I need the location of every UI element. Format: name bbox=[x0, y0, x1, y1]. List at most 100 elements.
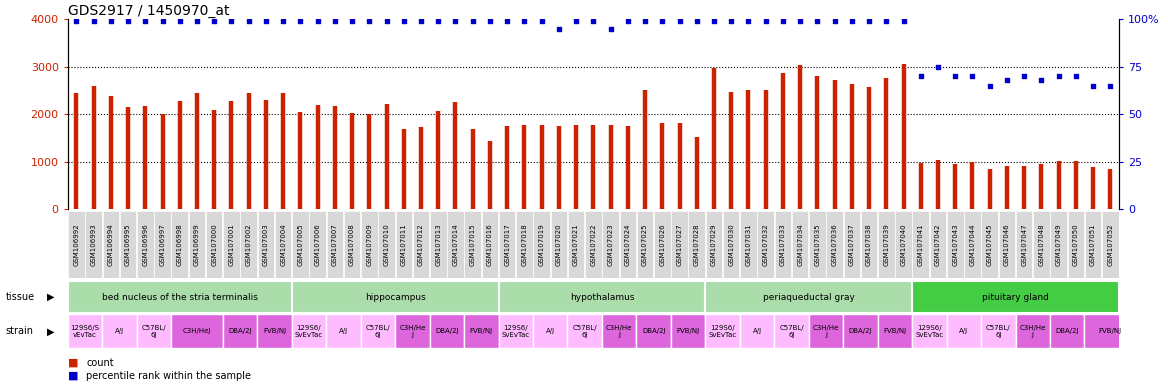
Text: GSM107044: GSM107044 bbox=[969, 223, 975, 266]
Bar bbox=[930, 211, 946, 278]
Bar bbox=[774, 211, 791, 278]
Text: 129S6/
SvEvTac: 129S6/ SvEvTac bbox=[294, 325, 324, 338]
Point bbox=[877, 18, 896, 24]
Text: GSM107015: GSM107015 bbox=[470, 223, 475, 266]
Point bbox=[946, 73, 965, 79]
Bar bbox=[447, 211, 464, 278]
Text: C57BL/
6J: C57BL/ 6J bbox=[572, 325, 597, 338]
Bar bbox=[430, 211, 446, 278]
Point bbox=[222, 18, 241, 24]
Bar bbox=[670, 314, 705, 348]
Text: 129S6/
SvEvTac: 129S6/ SvEvTac bbox=[709, 325, 737, 338]
Text: DBA/2J: DBA/2J bbox=[1056, 328, 1079, 334]
Bar bbox=[809, 211, 826, 278]
Bar bbox=[705, 211, 722, 278]
Bar bbox=[843, 314, 877, 348]
Text: GSM107038: GSM107038 bbox=[865, 223, 872, 266]
Text: GSM107049: GSM107049 bbox=[1056, 223, 1062, 266]
Bar bbox=[343, 211, 361, 278]
Text: hypothalamus: hypothalamus bbox=[570, 293, 634, 301]
Bar bbox=[757, 211, 774, 278]
Text: A/J: A/J bbox=[752, 328, 762, 334]
Point bbox=[653, 18, 672, 24]
Bar bbox=[154, 211, 171, 278]
Bar bbox=[241, 211, 257, 278]
Bar bbox=[654, 211, 670, 278]
Text: GDS2917 / 1450970_at: GDS2917 / 1450970_at bbox=[68, 4, 229, 18]
Bar bbox=[774, 314, 808, 348]
Text: DBA/2J: DBA/2J bbox=[228, 328, 252, 334]
Text: GSM107041: GSM107041 bbox=[918, 223, 924, 266]
Point bbox=[791, 18, 809, 24]
Bar bbox=[603, 211, 619, 278]
Bar bbox=[258, 211, 274, 278]
Text: GSM107021: GSM107021 bbox=[573, 223, 579, 266]
Point bbox=[584, 18, 603, 24]
Text: GSM107023: GSM107023 bbox=[607, 223, 613, 266]
Point bbox=[204, 18, 223, 24]
Text: C57BL/
6J: C57BL/ 6J bbox=[141, 325, 166, 338]
Point bbox=[515, 18, 534, 24]
Bar bbox=[223, 314, 257, 348]
Text: GSM107018: GSM107018 bbox=[521, 223, 528, 266]
Point bbox=[291, 18, 310, 24]
Text: GSM107035: GSM107035 bbox=[814, 223, 820, 266]
Text: GSM107004: GSM107004 bbox=[280, 223, 286, 266]
Bar bbox=[585, 211, 602, 278]
Bar bbox=[120, 211, 137, 278]
Bar bbox=[705, 281, 912, 313]
Point bbox=[308, 18, 327, 24]
Text: GSM107030: GSM107030 bbox=[728, 223, 735, 266]
Point bbox=[964, 73, 982, 79]
Text: GSM107027: GSM107027 bbox=[676, 223, 682, 266]
Bar bbox=[103, 211, 119, 278]
Point bbox=[411, 18, 430, 24]
Bar bbox=[861, 211, 877, 278]
Text: DBA/2J: DBA/2J bbox=[642, 328, 666, 334]
Bar bbox=[274, 211, 292, 278]
Text: ▶: ▶ bbox=[47, 326, 54, 336]
Bar bbox=[499, 281, 705, 313]
Text: pituitary gland: pituitary gland bbox=[982, 293, 1049, 301]
Text: GSM107024: GSM107024 bbox=[625, 223, 631, 266]
Bar bbox=[516, 211, 533, 278]
Text: tissue: tissue bbox=[6, 292, 35, 302]
Text: ■: ■ bbox=[68, 371, 78, 381]
Bar bbox=[172, 211, 188, 278]
Text: FVB/NJ: FVB/NJ bbox=[676, 328, 700, 334]
Bar bbox=[395, 314, 430, 348]
Point bbox=[842, 18, 861, 24]
Point bbox=[171, 18, 189, 24]
Text: 129S6/S
vEvTac: 129S6/S vEvTac bbox=[70, 325, 99, 338]
Bar bbox=[826, 211, 843, 278]
Bar bbox=[172, 314, 223, 348]
Point bbox=[498, 18, 516, 24]
Bar bbox=[946, 314, 981, 348]
Text: 129S6/
SvEvTac: 129S6/ SvEvTac bbox=[916, 325, 944, 338]
Bar bbox=[981, 314, 1015, 348]
Bar bbox=[481, 211, 499, 278]
Bar bbox=[1034, 211, 1050, 278]
Bar bbox=[741, 211, 757, 278]
Point bbox=[533, 18, 551, 24]
Bar bbox=[499, 314, 533, 348]
Text: C3H/He
J: C3H/He J bbox=[399, 325, 425, 338]
Bar bbox=[223, 211, 239, 278]
Bar bbox=[327, 211, 343, 278]
Point bbox=[757, 18, 776, 24]
Text: DBA/2J: DBA/2J bbox=[436, 328, 459, 334]
Bar bbox=[310, 211, 326, 278]
Text: ■: ■ bbox=[68, 358, 78, 368]
Point bbox=[1049, 73, 1068, 79]
Point bbox=[980, 83, 999, 89]
Text: GSM107046: GSM107046 bbox=[1004, 223, 1010, 266]
Bar bbox=[568, 314, 602, 348]
Bar bbox=[895, 211, 912, 278]
Text: GSM107032: GSM107032 bbox=[763, 223, 769, 266]
Text: C57BL/
6J: C57BL/ 6J bbox=[366, 325, 390, 338]
Text: GSM107019: GSM107019 bbox=[538, 223, 544, 266]
Text: GSM107017: GSM107017 bbox=[505, 223, 510, 266]
Text: C3H/He
J: C3H/He J bbox=[1020, 325, 1047, 338]
Text: GSM107007: GSM107007 bbox=[332, 223, 338, 266]
Text: GSM107033: GSM107033 bbox=[780, 223, 786, 266]
